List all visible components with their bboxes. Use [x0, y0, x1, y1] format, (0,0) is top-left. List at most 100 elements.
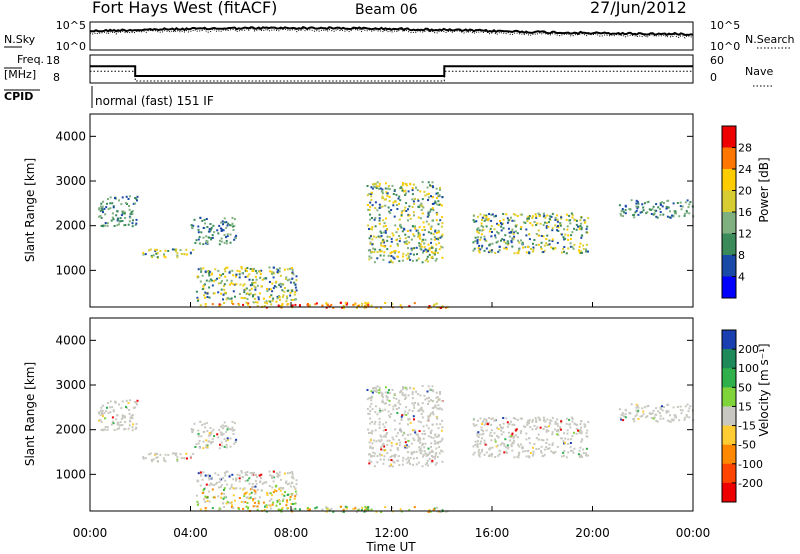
- velocity-cell: [433, 442, 436, 445]
- power-cell: [282, 294, 285, 297]
- power-cell: [392, 204, 395, 207]
- velocity-cell: [252, 499, 254, 502]
- velocity-cell: [156, 456, 159, 459]
- power-cell: [206, 292, 209, 295]
- velocity-cell: [580, 440, 583, 443]
- velocity-cell: [427, 400, 430, 403]
- velocity-cell: [438, 446, 441, 449]
- power-cell: [507, 219, 510, 222]
- velocity-cell: [563, 450, 566, 452]
- velocity-cell: [635, 409, 638, 412]
- velocity-cell: [208, 478, 211, 481]
- velocity-cell: [431, 423, 434, 426]
- power-cell: [131, 222, 134, 225]
- velocity-cell: [219, 443, 221, 446]
- velocity-cell: [269, 504, 272, 507]
- power-cell: [513, 252, 516, 255]
- power-cell: [534, 213, 537, 216]
- velocity-cell: [376, 461, 379, 464]
- velocity-cell: [563, 454, 565, 457]
- velocity-cell: [218, 507, 221, 510]
- power-cell: [207, 270, 209, 273]
- power-cell: [473, 220, 476, 223]
- velocity-cell: [549, 419, 552, 422]
- power-cell: [520, 213, 523, 216]
- power-cell: [240, 267, 243, 270]
- power-cell: [208, 286, 211, 289]
- velocity-cell: [205, 439, 208, 442]
- power-cell: [386, 194, 389, 197]
- power-cell: [422, 206, 425, 209]
- velocity-cell: [383, 458, 385, 461]
- velocity-cell: [384, 408, 387, 411]
- power-cell: [206, 240, 209, 243]
- velocity-cell: [413, 439, 416, 442]
- velocity-cell: [562, 451, 565, 454]
- velocity-cell: [412, 437, 415, 440]
- velocity-cell: [439, 440, 442, 443]
- power-cell: [439, 187, 441, 189]
- velocity-cell: [546, 418, 549, 421]
- power-cell: [537, 212, 540, 215]
- power-cell: [537, 243, 540, 246]
- velocity-cell: [427, 385, 430, 388]
- power-cell: [397, 244, 399, 247]
- power-cell: [379, 230, 382, 233]
- power-cell: [567, 234, 570, 237]
- power-cell: [208, 274, 211, 277]
- velocity-cell: [395, 408, 398, 410]
- power-cell: [254, 286, 257, 289]
- power-cell: [398, 260, 401, 263]
- power-cell: [546, 214, 549, 217]
- velocity-cell: [345, 507, 348, 510]
- velocity-cell: [434, 455, 437, 458]
- velocity-cell: [639, 415, 642, 418]
- velocity-cell: [128, 424, 131, 427]
- power-cell: [424, 259, 427, 262]
- power-cell: [403, 209, 406, 212]
- power-cell: [132, 202, 135, 205]
- velocity-cell: [254, 490, 257, 493]
- velocity-cell: [290, 502, 293, 505]
- velocity-cell: [383, 402, 386, 405]
- velocity-cell: [422, 437, 425, 440]
- power-cell: [567, 247, 570, 250]
- velocity-cell: [496, 434, 499, 437]
- power-cell: [198, 242, 201, 245]
- velocity-cell: [388, 439, 391, 442]
- power-cell: [472, 249, 475, 252]
- power-cell: [378, 213, 381, 216]
- power-cell: [400, 226, 403, 229]
- power-cell: [368, 255, 371, 258]
- power-cell: [264, 301, 266, 304]
- power-cell: [381, 192, 384, 195]
- velocity-scatter-cells: [97, 385, 695, 513]
- velocity-cell: [369, 409, 372, 412]
- velocity-cell: [268, 470, 271, 473]
- velocity-cell: [294, 495, 297, 498]
- velocity-cell: [535, 448, 538, 450]
- velocity-cell: [179, 453, 182, 456]
- power-cell: [490, 219, 493, 222]
- velocity-cell: [396, 447, 399, 449]
- velocity-cell: [395, 397, 398, 400]
- power-cell: [421, 261, 424, 264]
- power-cell: [173, 248, 176, 251]
- power-cell: [112, 205, 115, 208]
- velocity-cell: [389, 456, 392, 459]
- power-cell: [278, 284, 281, 287]
- velocity-cell: [365, 508, 368, 511]
- velocity-cell: [472, 418, 475, 421]
- velocity-cell: [482, 429, 485, 432]
- power-cell: [105, 206, 108, 209]
- power-cell: [266, 287, 268, 290]
- velocity-cell: [494, 418, 497, 421]
- power-cell: [144, 253, 147, 256]
- power-cell: [391, 232, 394, 235]
- velocity-cell: [210, 432, 213, 435]
- power-cell: [387, 206, 390, 209]
- power-cell: [279, 285, 282, 288]
- velocity-cell: [135, 426, 138, 429]
- velocity-cell: [573, 447, 576, 450]
- velocity-cell: [409, 421, 412, 424]
